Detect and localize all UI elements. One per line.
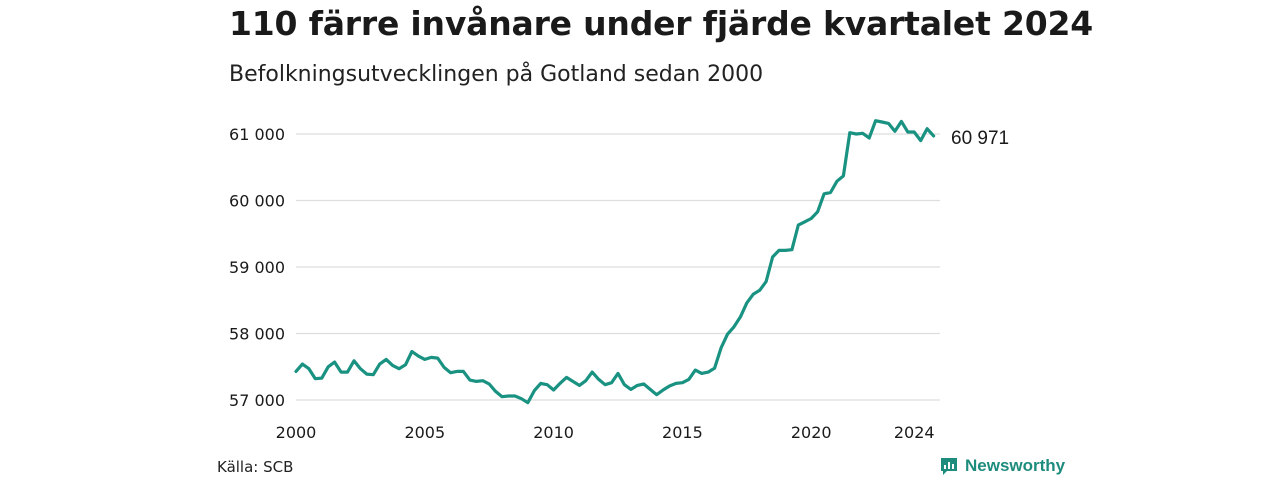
x-tick-label: 2015 (662, 423, 703, 442)
y-tick-label: 59 000 (229, 258, 285, 277)
source-note: Källa: SCB (217, 458, 294, 476)
bar-chart-icon (941, 458, 957, 475)
x-tick-label: 2020 (791, 423, 832, 442)
x-tick-label: 2010 (533, 423, 574, 442)
chart-title: 110 färre invånare under fjärde kvartale… (229, 4, 1094, 43)
grid-lines (296, 133, 940, 401)
brand-name: Newsworthy (965, 456, 1066, 475)
y-tick-label: 58 000 (229, 325, 285, 344)
x-tick-label: 2000 (276, 423, 317, 442)
end-value-label: 60 971 (951, 128, 1009, 149)
x-tick-label: 2005 (404, 423, 445, 442)
population-series-line (294, 119, 936, 405)
brand-logo: Newsworthy (939, 456, 1065, 476)
y-tick-label: 57 000 (229, 391, 285, 410)
y-axis-labels: 57 000 58 000 59 000 60 000 61 000 (229, 125, 285, 410)
x-tick-label: 2024 (894, 423, 935, 442)
series-group (294, 119, 936, 405)
x-axis-labels: 2000 2005 2010 2015 2020 2024 (276, 423, 935, 442)
y-tick-label: 60 000 (229, 192, 285, 211)
y-tick-label: 61 000 (229, 125, 285, 144)
chart-subtitle: Befolkningsutvecklingen på Gotland sedan… (229, 62, 764, 87)
